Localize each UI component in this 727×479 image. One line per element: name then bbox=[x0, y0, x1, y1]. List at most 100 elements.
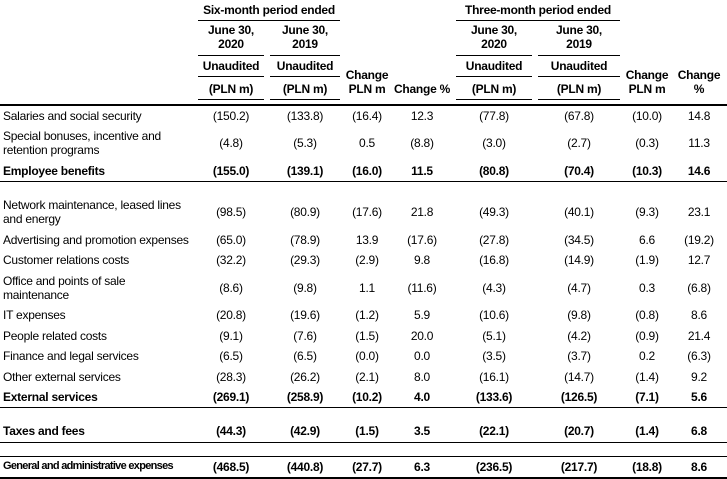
value-cell: (440.8) bbox=[267, 455, 343, 479]
header-spacer bbox=[391, 21, 453, 56]
value-cell: (1.9) bbox=[635, 253, 659, 268]
value-cell: (5.3) bbox=[293, 136, 317, 151]
table-row: Taxes and fees (44.3) (42.9) (1.5) 3.5 (22.1)… bbox=[0, 421, 727, 443]
header-label-spacer bbox=[0, 0, 195, 104]
header-spacer bbox=[671, 21, 727, 56]
value-cell: 0.0 bbox=[414, 349, 430, 364]
value-cell: (3.5) bbox=[482, 349, 506, 364]
value-cell: (19.6) bbox=[290, 308, 320, 323]
value-cell: (5.1) bbox=[482, 328, 506, 343]
value-cell: 9.2 bbox=[691, 369, 707, 384]
value-cell: (20.8) bbox=[216, 308, 246, 323]
value-cell: (19.2) bbox=[684, 232, 714, 247]
value-cell: (42.9) bbox=[267, 421, 343, 443]
value-cell: 6.6 bbox=[639, 232, 655, 247]
value-cell: (1.4) bbox=[635, 369, 659, 384]
value-cell: (7.6) bbox=[293, 328, 317, 343]
unaudited-label: Unaudited bbox=[195, 56, 267, 77]
value-cell: (9.8) bbox=[293, 280, 317, 295]
header-spacer bbox=[623, 0, 671, 21]
value-cell: (40.1) bbox=[564, 205, 594, 220]
header-spacer bbox=[343, 21, 391, 56]
value-cell: (4.3) bbox=[482, 280, 506, 295]
value-cell: (9.3) bbox=[635, 205, 659, 220]
value-cell: (139.1) bbox=[267, 160, 343, 183]
value-cell: (2.1) bbox=[355, 369, 379, 384]
value-cell: (16.4) bbox=[352, 108, 382, 123]
value-cell: (67.8) bbox=[564, 108, 594, 123]
value-cell: (4.8) bbox=[219, 136, 243, 151]
value-cell: (27.7) bbox=[343, 455, 391, 479]
change-pct-header-6m: Change % bbox=[393, 81, 450, 96]
header-spacer bbox=[623, 21, 671, 56]
row-label: Special bonuses, incentive and retention… bbox=[3, 128, 161, 158]
row-label: Office and points of sale maintenance bbox=[3, 273, 126, 303]
change-pct-header-3m: Change % bbox=[677, 67, 721, 96]
table-row: External services (269.1) (258.9) (10.2) 4.0… bbox=[0, 387, 727, 409]
value-cell: 8.6 bbox=[671, 455, 727, 479]
value-cell: (26.2) bbox=[290, 369, 320, 384]
value-cell: 5.6 bbox=[671, 387, 727, 409]
table-row: Other external services (28.3) (26.2) (2.1)… bbox=[0, 367, 727, 387]
table-row: People related costs (9.1) (7.6) (1.5) 20.0 (… bbox=[0, 326, 727, 346]
spacer-cell bbox=[0, 408, 727, 422]
value-cell: (14.9) bbox=[564, 253, 594, 268]
value-cell: (3.7) bbox=[567, 349, 591, 364]
value-cell: (258.9) bbox=[267, 387, 343, 409]
value-cell: (44.3) bbox=[195, 421, 267, 443]
header-unaudited-row: Unaudited Unaudited Change PLN m Change … bbox=[0, 56, 727, 96]
value-cell: (16.0) bbox=[343, 160, 391, 183]
value-cell: (20.7) bbox=[535, 421, 624, 443]
value-cell: (8.8) bbox=[410, 136, 434, 151]
value-cell: (10.6) bbox=[479, 308, 509, 323]
value-cell: (14.7) bbox=[564, 369, 594, 384]
value-cell: (18.8) bbox=[623, 455, 672, 479]
value-cell: 0.3 bbox=[639, 280, 655, 295]
value-cell: 8.6 bbox=[691, 308, 707, 323]
value-cell: 0.2 bbox=[639, 349, 655, 364]
value-cell: (1.4) bbox=[623, 421, 672, 443]
value-cell: (17.6) bbox=[352, 205, 382, 220]
row-label: Advertising and promotion expenses bbox=[3, 232, 189, 247]
row-label: Finance and legal services bbox=[3, 349, 139, 364]
value-cell: (9.1) bbox=[219, 328, 243, 343]
value-cell: (10.0) bbox=[632, 108, 662, 123]
value-cell: 3.5 bbox=[391, 421, 453, 443]
table-row: Employee benefits (155.0) (139.1) (16.0) 11.… bbox=[0, 160, 727, 183]
pln-m-label: (PLN m) bbox=[267, 77, 343, 104]
value-cell: (77.8) bbox=[479, 108, 509, 123]
header-group-row: Six-month period ended Three-month perio… bbox=[0, 0, 727, 21]
table-row: Finance and legal services (6.5) (6.5) (0.0… bbox=[0, 346, 727, 366]
value-cell: 0.5 bbox=[359, 136, 375, 151]
spacer-cell bbox=[0, 442, 727, 456]
value-cell: 11.3 bbox=[688, 136, 710, 151]
row-label: General and administrative expenses bbox=[0, 455, 195, 479]
value-cell: (0.3) bbox=[635, 136, 659, 151]
value-cell: (22.1) bbox=[453, 421, 535, 443]
value-cell: 20.0 bbox=[410, 328, 434, 343]
row-label: Customer relations costs bbox=[3, 253, 130, 268]
table-body: Salaries and social security (150.2) (133.… bbox=[0, 106, 727, 479]
value-cell: (133.6) bbox=[453, 387, 535, 409]
value-cell: (1.5) bbox=[355, 328, 379, 343]
pln-m-label: (PLN m) bbox=[453, 77, 535, 104]
value-cell: 8.0 bbox=[414, 369, 430, 384]
value-cell: 21.8 bbox=[410, 205, 434, 220]
value-cell: (16.1) bbox=[479, 369, 509, 384]
value-cell: (10.2) bbox=[343, 387, 391, 409]
table-header: Six-month period ended Three-month perio… bbox=[0, 0, 727, 106]
value-cell: 21.4 bbox=[687, 328, 711, 343]
value-cell: (468.5) bbox=[195, 455, 267, 479]
pln-m-label: (PLN m) bbox=[195, 77, 267, 104]
value-cell: 1.1 bbox=[359, 280, 375, 295]
value-cell: (217.7) bbox=[535, 455, 624, 479]
value-cell: (10.3) bbox=[623, 160, 672, 183]
value-cell: (80.8) bbox=[453, 160, 535, 183]
change-pln-header-3m: Change PLN m bbox=[625, 67, 669, 96]
table-row: Special bonuses, incentive and retention… bbox=[0, 126, 727, 161]
value-cell: (11.6) bbox=[407, 280, 437, 295]
row-label: Taxes and fees bbox=[0, 421, 195, 443]
value-cell: (7.1) bbox=[623, 387, 672, 409]
row-label: Other external services bbox=[3, 369, 121, 384]
spacer-row bbox=[0, 182, 727, 196]
